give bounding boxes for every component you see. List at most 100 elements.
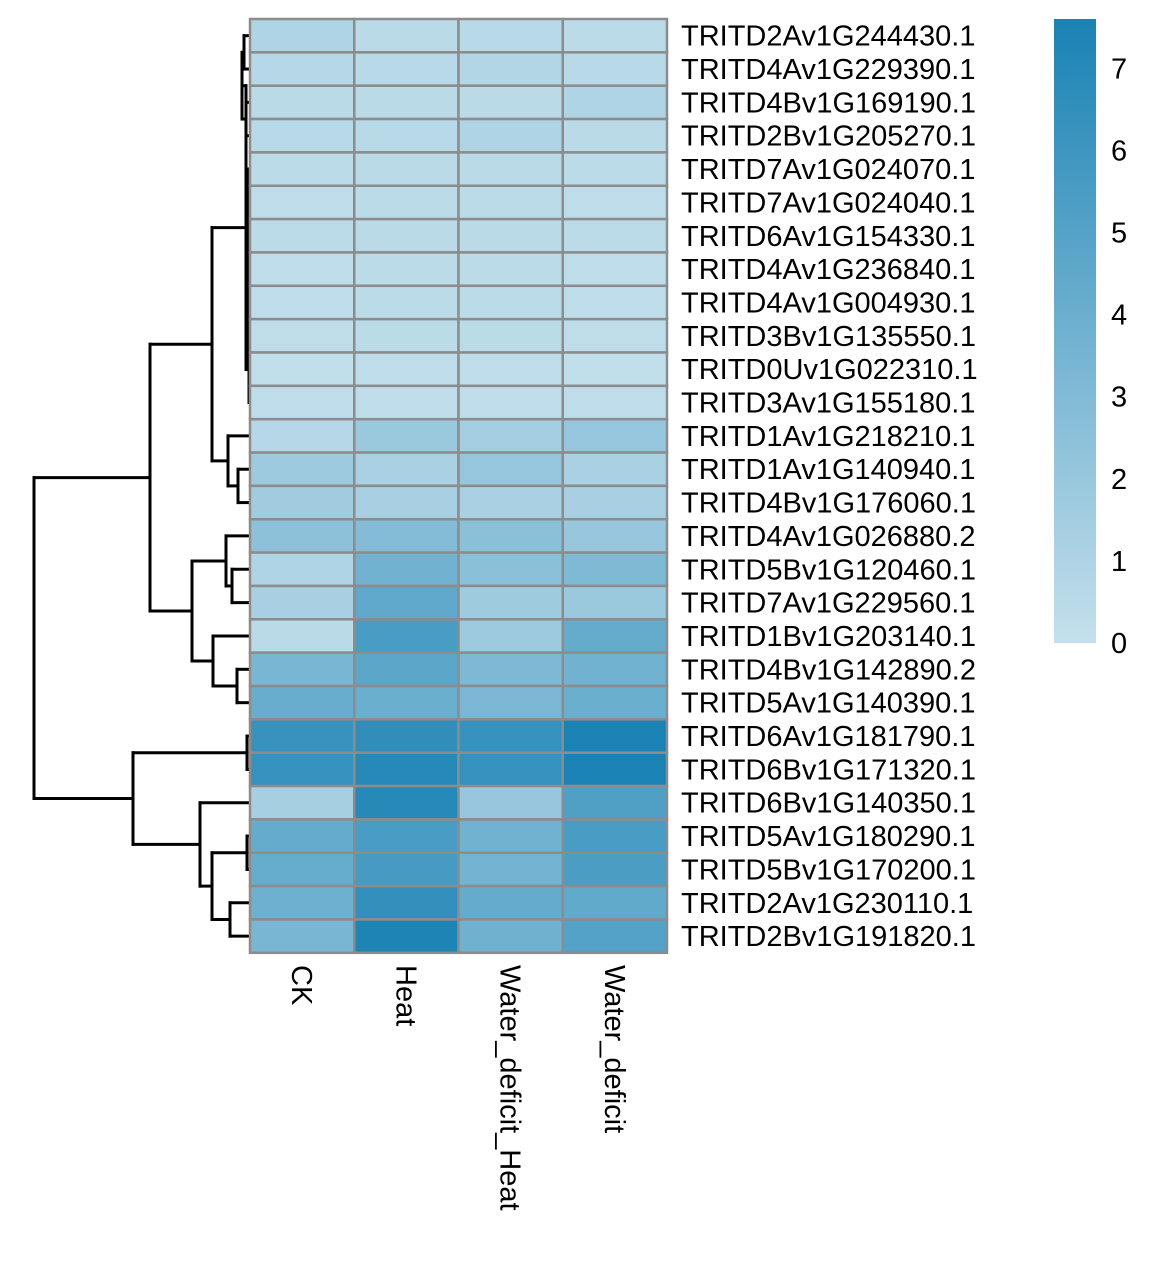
heatmap-cell	[248, 618, 356, 654]
row-label: TRITD4Av1G229390.1	[681, 54, 975, 86]
heatmap-cell	[561, 751, 669, 788]
heatmap-cell	[353, 618, 460, 654]
heatmap-cell	[353, 584, 460, 621]
heatmap-cell	[248, 718, 356, 754]
heatmap-cell	[353, 351, 460, 388]
color-scale-tick-label: 0	[1111, 628, 1127, 660]
heatmap-cell	[561, 584, 669, 621]
row-label: TRITD6Av1G181790.1	[681, 721, 975, 753]
heatmap-cell	[353, 718, 460, 754]
heatmap-cell	[561, 217, 669, 254]
row-label: TRITD4Bv1G142890.2	[681, 654, 976, 686]
heatmap-cell	[457, 718, 564, 754]
heatmap-cell	[457, 217, 564, 254]
heatmap-cell	[561, 451, 669, 488]
color-scale-tick-label: 4	[1111, 300, 1127, 332]
row-label: TRITD5Av1G180290.1	[681, 821, 975, 853]
heatmap-cell	[457, 384, 564, 421]
heatmap-cell	[353, 184, 460, 221]
heatmap-cell	[457, 17, 564, 54]
heatmap-cell	[248, 484, 356, 521]
heatmap-cell	[561, 518, 669, 554]
row-label: TRITD6Bv1G140350.1	[681, 788, 976, 820]
heatmap-cell	[561, 818, 669, 855]
row-label: TRITD3Bv1G135550.1	[681, 321, 976, 353]
heatmap-cell	[248, 251, 356, 288]
heatmap-cell	[353, 818, 460, 855]
row-dendrogram	[32, 34, 252, 938]
heatmap-cell	[353, 684, 460, 721]
color-scale-tick-label: 1	[1111, 546, 1127, 578]
heatmap-cell	[353, 918, 460, 955]
heatmap-cell	[561, 851, 669, 888]
row-label: TRITD2Av1G244430.1	[681, 21, 975, 53]
color-scale-tick-label: 6	[1111, 135, 1127, 167]
heatmap-cell	[457, 684, 564, 721]
heatmap-cell	[457, 818, 564, 855]
heatmap-cell	[353, 417, 460, 454]
row-label: TRITD1Bv1G203140.1	[681, 621, 976, 653]
heatmap-cell	[561, 351, 669, 388]
color-scale-tick-label: 2	[1111, 464, 1127, 496]
heatmap-cell	[561, 151, 669, 187]
heatmap-cell	[248, 417, 356, 454]
heatmap-cell	[561, 684, 669, 721]
heatmap-cell	[457, 351, 564, 388]
row-label: TRITD2Bv1G205270.1	[681, 121, 976, 153]
heatmap-cell	[561, 618, 669, 654]
heatmap-cell	[457, 584, 564, 621]
heatmap-cell	[457, 751, 564, 788]
heatmap-cell	[457, 884, 564, 921]
heatmap-cell	[248, 818, 356, 855]
heatmap-cell	[561, 551, 669, 588]
heatmap-cell	[248, 284, 356, 321]
column-label: CK	[285, 965, 317, 1006]
heatmap-cell	[248, 784, 356, 821]
row-label: TRITD5Bv1G120460.1	[681, 554, 976, 586]
heatmap-cell	[457, 618, 564, 654]
heatmap-cell	[353, 217, 460, 254]
heatmap-cell	[353, 451, 460, 488]
row-label: TRITD0Uv1G022310.1	[681, 354, 978, 386]
color-scale-tick-label: 7	[1111, 53, 1127, 85]
heatmap-cell	[561, 718, 669, 754]
heatmap-cell	[248, 884, 356, 921]
heatmap-cell	[353, 117, 460, 154]
heatmap-cell	[457, 84, 564, 121]
heatmap-cell	[353, 784, 460, 821]
row-label: TRITD6Bv1G171320.1	[681, 754, 976, 786]
heatmap-cell	[248, 751, 356, 788]
heatmap-cell	[561, 117, 669, 154]
heatmap-cell	[561, 317, 669, 354]
row-label: TRITD4Av1G004930.1	[681, 287, 975, 319]
row-label: TRITD7Av1G024070.1	[681, 154, 975, 186]
heatmap-cell	[248, 117, 356, 154]
heatmap-cell	[353, 484, 460, 521]
row-label: TRITD4Bv1G176060.1	[681, 488, 976, 520]
row-label: TRITD6Av1G154330.1	[681, 221, 975, 253]
heatmap-cell	[457, 551, 564, 588]
heatmap-cell	[457, 784, 564, 821]
column-label: Water_deficit_Heat	[494, 965, 526, 1211]
row-label: TRITD5Bv1G170200.1	[681, 854, 976, 886]
row-label: TRITD7Av1G024040.1	[681, 187, 975, 219]
heatmap-cell	[457, 51, 564, 87]
heatmap-cell	[457, 251, 564, 288]
heatmap-cell	[353, 851, 460, 888]
heatmap-cell	[561, 484, 669, 521]
heatmap-cells	[248, 17, 669, 955]
heatmap-cell	[248, 17, 356, 54]
row-label: TRITD3Av1G155180.1	[681, 388, 975, 420]
heatmap-cell	[561, 784, 669, 821]
row-label: TRITD2Av1G230110.1	[681, 888, 973, 920]
column-label: Heat	[389, 965, 421, 1026]
heatmap-cell	[457, 851, 564, 888]
heatmap-cell	[353, 251, 460, 288]
heatmap-cell	[353, 151, 460, 187]
color-scale-tick-label: 5	[1111, 217, 1127, 249]
heatmap-cell	[248, 851, 356, 888]
heatmap-cell	[561, 384, 669, 421]
heatmap-cell	[248, 918, 356, 955]
